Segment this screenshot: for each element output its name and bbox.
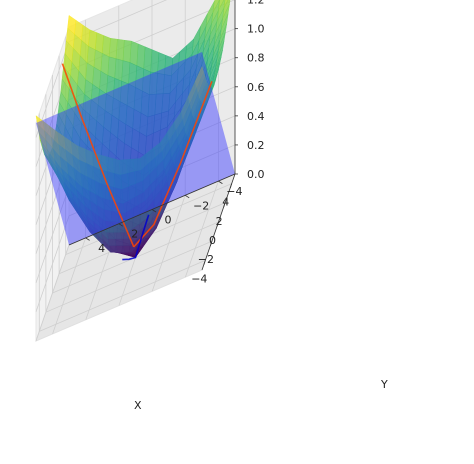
z-tick-label: 0.4 xyxy=(247,110,265,123)
data-curve xyxy=(61,63,135,248)
data-curve xyxy=(133,81,213,248)
y-tick xyxy=(218,180,223,184)
x-tick-label: −2 xyxy=(198,253,214,266)
vertical-plane xyxy=(36,52,235,245)
data-curve xyxy=(122,214,150,261)
y-tick xyxy=(151,209,157,213)
x-axis-ticks: −4 −2 02 4 xyxy=(191,183,233,285)
x-tick-label: 0 xyxy=(209,234,216,247)
x-tick-label: 4 xyxy=(222,196,229,209)
x-tick-label: 2 xyxy=(216,215,223,228)
y-tick-label: −2 xyxy=(193,199,209,212)
x-axis-label: X xyxy=(134,399,142,412)
surface-mesh xyxy=(35,0,231,258)
z-tick-label: 0.6 xyxy=(247,81,265,94)
y-axis-label: Y xyxy=(380,378,388,391)
y-tick xyxy=(85,237,90,241)
y-tick-label: 2 xyxy=(131,228,138,241)
z-tick-label: 0.2 xyxy=(247,139,265,152)
y-tick-label: 4 xyxy=(98,242,105,255)
data-curves xyxy=(61,63,213,261)
x-tick xyxy=(229,183,233,189)
z-tick-label: 0.0 xyxy=(247,168,265,181)
x-tick xyxy=(203,260,206,266)
y-tick-label: 0 xyxy=(165,214,172,227)
z-tick-label: 1.0 xyxy=(247,23,265,36)
x-tick xyxy=(216,221,219,227)
surface-patch xyxy=(35,115,45,131)
x-tick xyxy=(210,241,213,246)
z-tick-label: 0.8 xyxy=(247,52,265,65)
x-tick-label: −4 xyxy=(191,272,207,285)
y-tick-label: −4 xyxy=(226,185,242,198)
z-tick-label: 1.2 xyxy=(247,0,265,7)
x-tick xyxy=(223,202,226,208)
plane-face xyxy=(36,52,235,245)
y-tick xyxy=(118,223,124,227)
z-axis-ticks: 0.00.20.40.60.81.01.21.4 xyxy=(235,0,265,181)
y-tick xyxy=(184,194,190,199)
